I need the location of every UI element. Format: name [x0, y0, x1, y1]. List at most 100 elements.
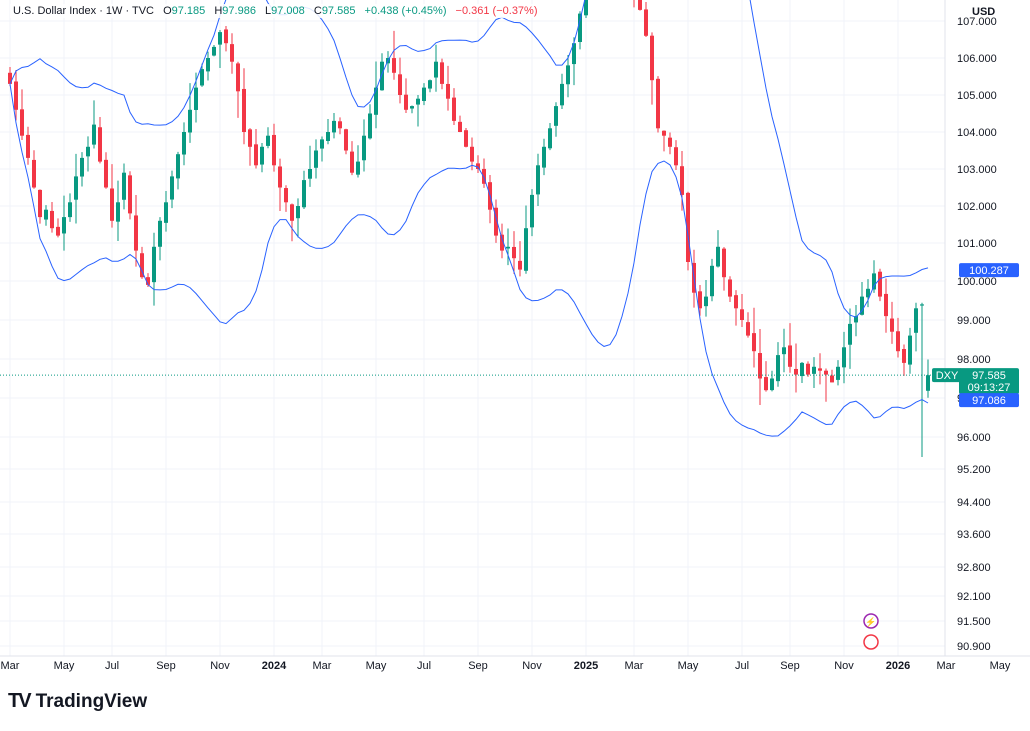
candle-body — [116, 202, 120, 222]
time-tick-label: May — [54, 660, 75, 672]
countdown-text: 09:13:27 — [968, 382, 1011, 394]
candle-body — [686, 192, 690, 262]
candle-body — [806, 363, 810, 375]
candle-body — [416, 98, 420, 105]
price-tick-label: 91.500 — [957, 616, 991, 628]
candle-body — [872, 273, 876, 290]
price-tick-label: 102.000 — [957, 201, 997, 213]
candle-body — [824, 370, 828, 375]
candle-body — [788, 345, 792, 367]
price-tick-label: 104.000 — [957, 127, 997, 139]
time-tick-label: Mar — [937, 660, 956, 672]
candle-body — [650, 35, 654, 81]
candle-body — [848, 323, 852, 345]
candle-body — [668, 137, 672, 147]
candle-body — [206, 58, 210, 72]
candle-body — [842, 347, 846, 368]
time-tick-label: 2024 — [262, 660, 287, 672]
time-tick-label: Jul — [417, 660, 431, 672]
upper-band-value-text: 100.287 — [969, 265, 1009, 277]
price-tick-label: 92.100 — [957, 591, 991, 603]
candle-body — [86, 146, 90, 157]
candle-body — [920, 304, 924, 306]
candle-body — [518, 260, 522, 270]
candle-body — [512, 246, 516, 259]
time-tick-label: 2025 — [574, 660, 598, 672]
candle-body — [302, 180, 306, 208]
low-key: L — [265, 5, 272, 17]
candle-body — [332, 120, 336, 133]
us-flag-event-icon[interactable] — [863, 634, 879, 650]
time-tick-label: Jul — [105, 660, 119, 672]
symbol-title: U.S. Dollar Index · 1W · TVC — [13, 5, 154, 17]
change-value-2: −0.361 (−0.37%) — [455, 5, 538, 17]
time-tick-label: May — [678, 660, 699, 672]
candle-body — [410, 106, 414, 109]
candle-body — [200, 69, 204, 86]
candle-body — [746, 322, 750, 336]
price-tick-label: 106.000 — [957, 53, 997, 65]
open-key: O — [163, 5, 172, 17]
candle-body — [338, 121, 342, 129]
last-price-text: 97.585 — [972, 370, 1006, 382]
candle-body — [20, 109, 24, 136]
candle-body — [710, 265, 714, 297]
candle-body — [254, 144, 258, 166]
candle-body — [740, 309, 744, 320]
lightning-event-icon[interactable] — [863, 613, 879, 629]
candle-body — [194, 87, 198, 110]
candle-body — [524, 228, 528, 271]
candle-body — [122, 172, 126, 200]
candle-body — [446, 83, 450, 99]
candle-body — [368, 113, 372, 139]
candle-body — [128, 175, 132, 214]
tradingview-logo-icon: TV — [8, 690, 32, 712]
candle-body — [224, 29, 228, 44]
time-tick-label: Nov — [834, 660, 854, 672]
candle-body — [452, 97, 456, 121]
candle-body — [836, 366, 840, 380]
candle-body — [428, 80, 432, 89]
candle-body — [104, 159, 108, 188]
candle-body — [812, 366, 816, 374]
candle-body — [170, 176, 174, 200]
candle-body — [722, 248, 726, 278]
candle-body — [494, 207, 498, 236]
price-tick-label: 93.600 — [957, 529, 991, 541]
candle-body — [548, 128, 552, 149]
time-tick-label: Nov — [522, 660, 542, 672]
candle-body — [530, 194, 534, 228]
candle-body — [218, 32, 222, 45]
lightning-glyph: ⚡ — [865, 616, 876, 628]
candle-body — [638, 0, 642, 10]
candle-body — [14, 81, 18, 110]
candle-body — [146, 277, 150, 285]
candle-body — [656, 78, 660, 129]
symbol-tag-bg — [932, 368, 962, 383]
candle-body — [44, 209, 48, 220]
candle-body — [278, 166, 282, 188]
candle-body — [374, 87, 378, 115]
candle-body — [74, 176, 78, 200]
candle-body — [26, 134, 30, 158]
tradingview-brand[interactable]: TV TradingView — [8, 690, 147, 713]
candle-body — [182, 132, 186, 155]
candle-body — [314, 150, 318, 168]
candle-body — [506, 246, 510, 249]
candle-body — [914, 308, 918, 333]
bollinger-lower-band — [9, 83, 929, 437]
candle-body — [212, 46, 216, 56]
candle-body — [560, 83, 564, 106]
candle-body — [140, 253, 144, 278]
candle-body — [434, 61, 438, 78]
candle-body — [356, 161, 360, 175]
candle-body — [866, 288, 870, 298]
candle-body — [326, 132, 330, 141]
candle-body — [728, 279, 732, 297]
close-key: C — [313, 5, 322, 17]
candle-body — [776, 355, 780, 382]
price-tick-label: 99.000 — [957, 315, 991, 327]
time-tick-label: Sep — [780, 660, 800, 672]
